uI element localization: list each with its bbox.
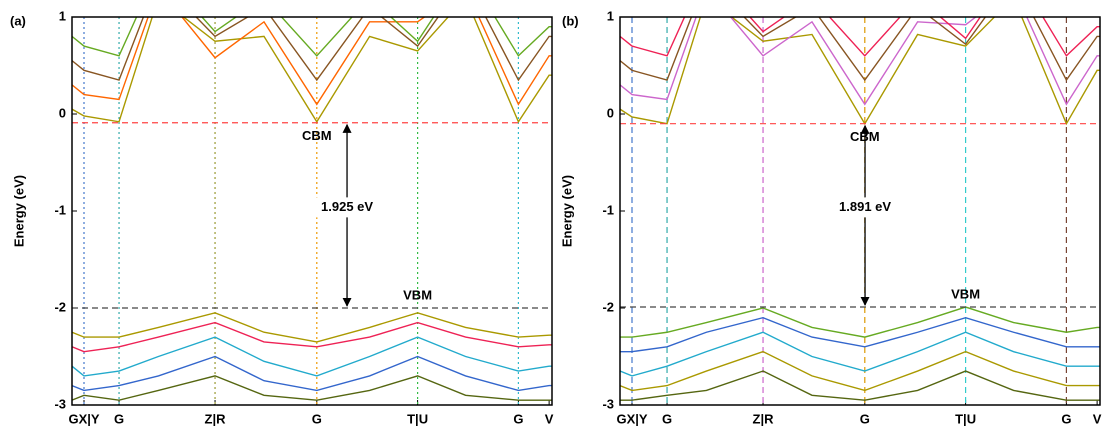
band-line	[72, 17, 552, 106]
y-tick-label: 1	[607, 8, 614, 23]
panel-label: (b)	[562, 13, 579, 28]
x-tick-label: G	[1061, 411, 1071, 426]
gap-label-bg	[311, 197, 384, 218]
x-tick-label: V	[545, 411, 554, 426]
x-tick-label: Z|R	[753, 411, 775, 426]
panel: (b) Energy (eV) -3 -2 -1 0 1 GX|Y G Z|R G T|U G V 1.89…	[559, 8, 1102, 426]
bands	[72, 17, 552, 401]
band-line	[72, 321, 552, 353]
vbm-label: VBM	[951, 286, 980, 301]
band-line	[620, 350, 1100, 392]
y-tick-label: -2	[602, 299, 614, 314]
y-tick-label: -3	[54, 396, 66, 411]
x-tick-label: GX|Y	[68, 411, 99, 426]
x-tick-label: T|U	[407, 411, 428, 426]
x-tick-label: T|U	[955, 411, 976, 426]
band-line	[72, 17, 552, 124]
panel: (a) Energy (eV) -3 -2 -1 0 1 GX|Y G Z|R G T|U G V 1.92…	[10, 8, 554, 426]
band-line	[620, 17, 1100, 82]
x-tick-label: G	[860, 411, 870, 426]
band-line	[620, 17, 1100, 106]
bands	[620, 17, 1100, 401]
x-tick-label: G	[312, 411, 322, 426]
y-tick-label: -3	[602, 396, 614, 411]
y-tick-label: 1	[59, 8, 66, 23]
cbm-label: CBM	[850, 129, 880, 144]
y-axis-title: Energy (eV)	[559, 175, 574, 247]
x-tick-label: G	[662, 411, 672, 426]
y-tick-label: -2	[54, 299, 66, 314]
band-line	[72, 17, 552, 57]
gap-label-bg	[829, 197, 902, 218]
x-tick-label: GX|Y	[616, 411, 647, 426]
plot-frame	[619, 16, 1101, 406]
band-line	[620, 17, 1100, 57]
band-line	[72, 375, 552, 401]
y-tick-label: -1	[602, 202, 614, 217]
panel-label: (a)	[10, 13, 26, 28]
band-line	[620, 370, 1100, 401]
y-tick-label: 0	[607, 105, 614, 120]
plot-frame	[71, 16, 553, 406]
x-tick-label: V	[1093, 411, 1102, 426]
x-tick-label: G	[513, 411, 523, 426]
cbm-label: CBM	[302, 128, 332, 143]
y-tick-label: 0	[59, 105, 66, 120]
band-line	[72, 312, 552, 343]
x-tick-label: Z|R	[205, 411, 227, 426]
band-line	[72, 355, 552, 392]
band-line	[620, 331, 1100, 377]
band-line	[72, 17, 552, 82]
band-line	[620, 306, 1100, 338]
band-line	[72, 336, 552, 377]
y-tick-label: -1	[54, 202, 66, 217]
gap-label: 1.891 eV	[839, 199, 891, 214]
gap-label: 1.925 eV	[321, 199, 373, 214]
y-axis-title: Energy (eV)	[11, 175, 26, 247]
band-line	[620, 316, 1100, 353]
x-tick-label: G	[114, 411, 124, 426]
vbm-label: VBM	[403, 287, 432, 302]
